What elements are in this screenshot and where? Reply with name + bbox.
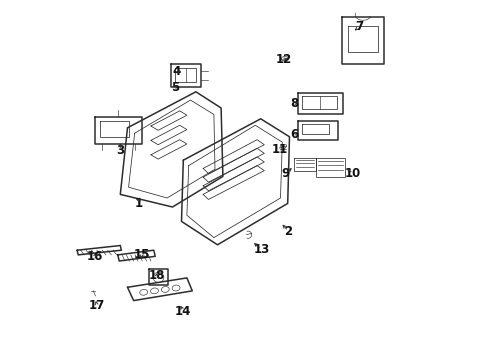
Text: 7: 7: [354, 21, 362, 33]
Text: 3: 3: [116, 144, 124, 157]
Text: 8: 8: [289, 97, 298, 110]
Ellipse shape: [153, 272, 163, 282]
Text: 16: 16: [86, 250, 102, 263]
Text: 18: 18: [148, 269, 164, 282]
Text: 14: 14: [175, 305, 191, 318]
Text: 11: 11: [271, 143, 287, 156]
Ellipse shape: [150, 288, 158, 294]
Text: 1: 1: [134, 197, 142, 210]
Text: 12: 12: [275, 53, 291, 66]
Text: 10: 10: [345, 167, 361, 180]
Text: 5: 5: [171, 81, 179, 94]
Text: 6: 6: [289, 128, 298, 141]
Text: 2: 2: [284, 225, 292, 238]
Ellipse shape: [140, 289, 147, 295]
Ellipse shape: [281, 57, 288, 61]
Text: 15: 15: [133, 248, 149, 261]
Ellipse shape: [161, 287, 169, 292]
Text: 17: 17: [89, 299, 105, 312]
Ellipse shape: [172, 285, 180, 291]
Text: 9: 9: [281, 167, 289, 180]
Text: 4: 4: [172, 65, 180, 78]
Text: 13: 13: [253, 243, 269, 256]
